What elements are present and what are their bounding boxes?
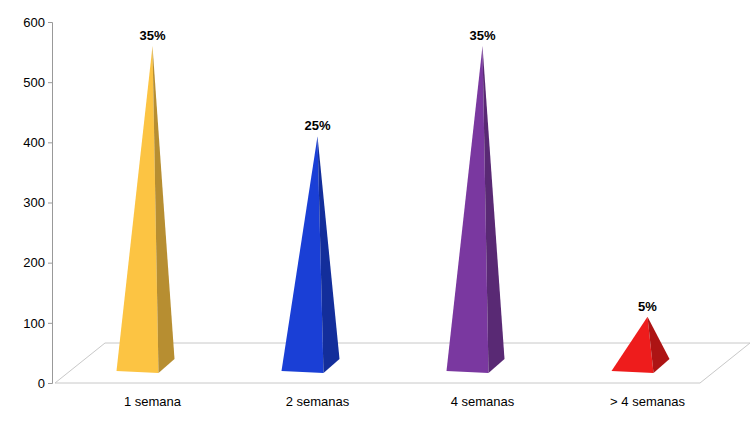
x-axis: 1 semana 2 semanas 4 semanas > 4 semanas <box>124 383 685 409</box>
x-tick-label: > 4 semanas <box>610 394 685 409</box>
bar-side <box>483 46 505 373</box>
bar-front <box>282 136 324 373</box>
y-tick-label: 300 <box>23 195 45 210</box>
y-tick: 100 <box>23 315 52 330</box>
y-tick: 200 <box>23 255 52 270</box>
x-tick-label: 1 semana <box>124 394 182 409</box>
bar-front <box>612 317 654 373</box>
annotation: 35% <box>469 28 495 43</box>
bar-side <box>318 136 340 373</box>
y-tick-mark <box>48 383 52 384</box>
y-tick-label: 100 <box>23 315 45 330</box>
annotation: 25% <box>304 118 330 133</box>
x-tick: 1 semana <box>124 383 182 409</box>
chart: 0 100 200 300 400 500 600 1 semana 2 semanas 4 se… <box>0 0 755 421</box>
bar <box>117 46 175 373</box>
x-tick-label: 4 semanas <box>451 394 515 409</box>
y-tick-mark <box>48 203 52 204</box>
y-tick-mark <box>48 82 52 83</box>
annotation: 35% <box>139 28 165 43</box>
bar-side <box>153 46 175 373</box>
y-tick-mark <box>48 323 52 324</box>
bar-front <box>117 46 159 373</box>
bar-front <box>447 46 489 373</box>
y-tick-mark <box>48 263 52 264</box>
y-tick-label: 400 <box>23 135 45 150</box>
y-tick: 0 <box>38 376 52 391</box>
y-tick: 400 <box>23 135 52 150</box>
y-tick: 500 <box>23 75 52 90</box>
annotation: 5% <box>638 299 657 314</box>
y-tick-label: 200 <box>23 255 45 270</box>
bar <box>447 46 505 373</box>
y-tick-mark <box>48 22 52 23</box>
marks <box>117 46 670 373</box>
bar <box>282 136 340 373</box>
x-tick: 2 semanas <box>286 383 350 409</box>
y-axis-line <box>48 23 53 384</box>
x-tick: > 4 semanas <box>610 383 685 409</box>
x-tick: 4 semanas <box>451 383 515 409</box>
bar <box>612 317 670 373</box>
y-tick-label: 500 <box>23 75 45 90</box>
y-tick: 600 <box>23 15 52 30</box>
y-axis: 0 100 200 300 400 500 600 <box>23 15 52 391</box>
y-tick-mark <box>48 142 52 143</box>
y-tick-label: 600 <box>23 15 45 30</box>
x-tick-label: 2 semanas <box>286 394 350 409</box>
y-tick: 300 <box>23 195 52 210</box>
annotations: 35% 25% 35% 5% <box>139 28 657 314</box>
bar-side <box>648 317 670 373</box>
y-tick-label: 0 <box>38 376 45 391</box>
